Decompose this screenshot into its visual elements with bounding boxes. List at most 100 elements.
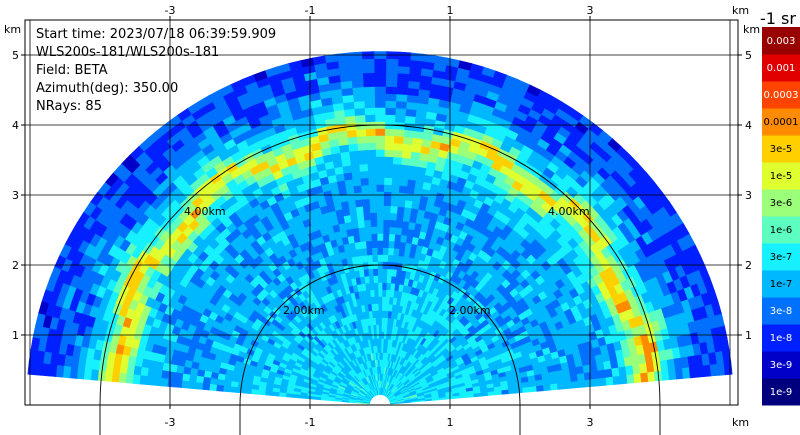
info-start-time: Start time: 2023/07/18 06:39:59.909 [36, 27, 277, 42]
heatmap-cell [395, 219, 403, 229]
heatmap-cell [383, 205, 391, 214]
heatmap-cell [381, 282, 387, 291]
heatmap-cell [390, 184, 400, 193]
heatmap-cell [345, 129, 357, 138]
heatmap-cell [362, 72, 375, 81]
heatmap-cell [188, 374, 198, 383]
heatmap-cell [358, 163, 369, 172]
heatmap-cell [598, 376, 607, 387]
heatmap-cell [394, 114, 406, 123]
heatmap-cell [257, 389, 266, 396]
heatmap-cell [229, 386, 238, 393]
heatmap-cell [393, 142, 404, 151]
heatmap-cell [382, 226, 390, 235]
heatmap-cell [371, 247, 378, 256]
heatmap-cell [313, 396, 322, 401]
heatmap-cell [243, 388, 252, 395]
heatmap-cell [363, 100, 376, 109]
heatmap-cell [377, 303, 383, 311]
heatmap-cell [356, 135, 367, 144]
heatmap-cell [352, 93, 365, 103]
heatmap-cell [370, 226, 378, 235]
heatmap-cell [376, 240, 384, 248]
heatmap-cell [369, 212, 378, 221]
colorbar-tick-label: 1e-6 [770, 225, 793, 236]
heatmap-cell [381, 317, 385, 325]
heatmap-cell [357, 156, 368, 165]
heatmap-cell [349, 58, 363, 68]
heatmap-cell [385, 86, 398, 95]
colorbar-tick-label: 3e-5 [770, 144, 793, 155]
heatmap-cell [361, 65, 375, 74]
heatmap-cell [348, 150, 359, 159]
heatmap-cell [397, 191, 407, 201]
y-tick-label-right: 2 [745, 259, 752, 272]
heatmap-cell [377, 254, 383, 262]
heatmap-cell [383, 184, 392, 193]
heatmap-cell [375, 156, 385, 164]
x-tick-label-bottom: -3 [165, 416, 176, 429]
heatmap-cell [583, 371, 593, 381]
heatmap-cell [372, 268, 379, 277]
heatmap-cell [401, 220, 410, 230]
heatmap-cell [383, 198, 392, 207]
heatmap-cell [285, 393, 294, 398]
heatmap-cell [378, 324, 382, 332]
heatmap-cell [363, 219, 372, 228]
colorbar-tick-label: 1e-8 [770, 333, 793, 344]
colorbar-tick-label: 1e-5 [770, 171, 793, 182]
heatmap-cell [395, 93, 408, 103]
heatmap-cell [367, 163, 377, 172]
heatmap-cell [384, 93, 397, 102]
heatmap-cell [194, 382, 204, 390]
heatmap-cell [350, 65, 363, 75]
heatmap-cell [374, 93, 386, 101]
heatmap-cell [111, 371, 120, 383]
heatmap-cell [396, 79, 409, 89]
heatmap-cell [373, 72, 387, 80]
colorbar-title: -1 sr [760, 9, 796, 28]
x-tick-label-top: 3 [587, 4, 594, 17]
x-tick-label-bottom: 3 [587, 416, 594, 429]
heatmap-cell [381, 289, 387, 297]
heatmap-cell [362, 86, 375, 95]
heatmap-cell [373, 282, 379, 291]
heatmap-cell [264, 390, 273, 396]
heatmap-cell [367, 170, 377, 179]
heatmap-cell [383, 163, 393, 172]
heatmap-cell [348, 51, 363, 61]
y-tick-label-left: 3 [12, 189, 19, 202]
heatmap-cell [381, 275, 388, 284]
info-field: Field: BETA [36, 63, 108, 78]
heatmap-cell [382, 247, 389, 256]
heatmap-cell [377, 289, 383, 297]
heatmap-cell [591, 377, 601, 387]
heatmap-cell [360, 184, 370, 193]
info-instrument: WLS200s-181/WLS200s-181 [36, 45, 220, 60]
heatmap-cell [384, 114, 396, 123]
heatmap-cell [356, 142, 367, 151]
y-unit-label-left: km [4, 23, 21, 36]
colorbar-tick-label: 3e-9 [770, 360, 793, 371]
heatmap-cell [375, 177, 385, 185]
heatmap-cell [397, 51, 412, 61]
heatmap-cell [382, 212, 391, 221]
heatmap-cell [118, 372, 127, 384]
range-ring-label: 2.00km [449, 304, 491, 317]
heatmap-cell [384, 107, 396, 116]
heatmap-cell [250, 388, 259, 395]
heatmap-cell [382, 254, 389, 263]
colorbar-tick-label: 1e-7 [770, 279, 793, 290]
x-unit-label-top: km [732, 4, 749, 17]
heatmap-cell [376, 226, 384, 234]
heatmap-cell [368, 184, 377, 193]
heatmap-cell [357, 219, 365, 229]
heatmap-cell [361, 58, 375, 67]
heatmap-cell [385, 65, 399, 74]
y-tick-label-right: 3 [745, 189, 752, 202]
heatmap-cell [384, 100, 397, 109]
x-tick-label-bottom: 1 [447, 416, 454, 429]
heatmap-cell [365, 247, 373, 256]
heatmap-cell [374, 135, 386, 143]
heatmap-cell [365, 142, 376, 151]
